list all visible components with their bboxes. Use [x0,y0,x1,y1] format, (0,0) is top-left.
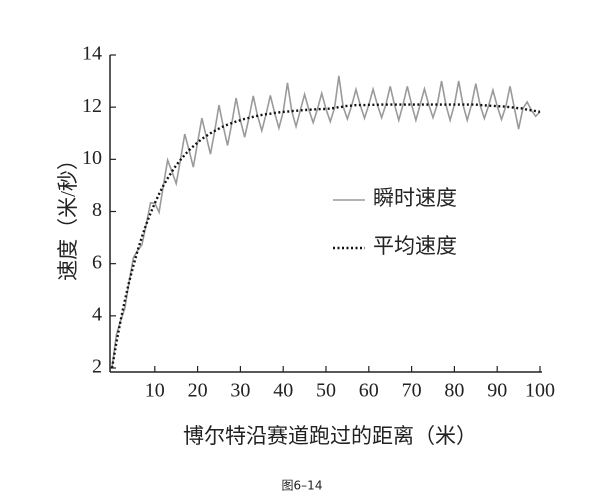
x-tick-label: 80 [444,380,464,402]
y-tick-label: 8 [92,199,102,221]
y-tick-label: 6 [92,251,102,273]
y-axis-label: 速度（米/秒） [56,149,80,281]
x-tick-label: 30 [230,380,250,402]
x-tick-label: 40 [273,380,293,402]
legend-label: 瞬时速度 [373,186,457,210]
y-tick-label: 14 [82,43,102,65]
y-tick-label: 12 [82,95,102,117]
x-tick-label: 50 [316,380,336,402]
x-tick-label: 10 [145,380,165,402]
series-line [110,103,541,369]
y-tick-label: 10 [82,147,102,169]
x-tick-label: 20 [188,380,208,402]
caption: 图6–14 [282,479,323,493]
y-tick-label: 2 [92,356,102,378]
y-tick-label: 4 [92,303,102,325]
x-tick-label: 70 [402,380,422,402]
x-tick-label: 60 [359,380,379,402]
series-line [111,75,541,369]
x-tick-label: 90 [487,380,507,402]
x-axis-label: 博尔特沿赛道跑过的距离（米） [183,424,477,448]
legend-label: 平均速度 [373,234,457,258]
x-tick-label: 100 [525,380,555,402]
